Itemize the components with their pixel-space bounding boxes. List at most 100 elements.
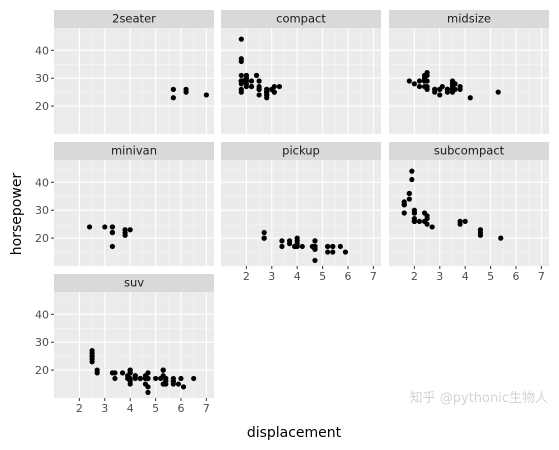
data-point (424, 221, 430, 227)
watermark-text: 知乎 @pythonic生物人 (410, 390, 548, 406)
data-point (498, 235, 504, 241)
data-point (467, 95, 473, 101)
x-tick-label: 4 (462, 270, 469, 283)
data-point (406, 196, 412, 202)
x-tick-label: 7 (370, 270, 377, 283)
facet-strip (221, 10, 381, 28)
facet-strip-label: compact (276, 12, 326, 26)
data-point (170, 378, 176, 384)
data-point (424, 86, 430, 92)
data-point (248, 78, 255, 84)
data-point (312, 257, 318, 264)
facet-panel-2seater: 2seater 20 30 40 (35, 10, 214, 134)
data-point (325, 243, 331, 250)
x-tick-label: 5 (319, 270, 326, 283)
data-point (411, 218, 417, 224)
data-point (89, 350, 95, 356)
x-tick-label: 3 (436, 270, 443, 283)
data-point (276, 83, 283, 90)
x-tick-label: 7 (538, 270, 545, 283)
data-point (337, 243, 343, 250)
facet-strip (54, 10, 214, 28)
data-point (429, 224, 435, 230)
x-tick-label: 5 (487, 270, 494, 283)
facet-panel-minivan: minivan 20 30 40 (35, 142, 214, 266)
y-tick-label: 20 (35, 100, 49, 113)
x-tick-label: 6 (512, 270, 519, 283)
x-tick-label: 5 (152, 402, 159, 415)
data-point (253, 72, 260, 79)
data-point (411, 81, 417, 87)
panel-background (389, 28, 549, 134)
data-point (152, 375, 159, 382)
data-point (178, 375, 184, 382)
data-point (424, 213, 430, 219)
facet-panel-suv: suv 20 30 40 2 3 4 5 6 7 (35, 274, 214, 415)
data-point (416, 78, 423, 84)
data-point (292, 243, 298, 250)
x-tick-label: 6 (177, 402, 184, 415)
data-point (437, 86, 443, 92)
data-point (119, 370, 126, 376)
data-point (401, 202, 407, 208)
data-point (109, 224, 116, 230)
data-point (180, 384, 187, 390)
data-point (163, 381, 169, 387)
data-point (125, 373, 131, 379)
facet-strip-label: subcompact (434, 144, 505, 158)
data-point (145, 370, 151, 376)
data-point (132, 373, 138, 379)
y-tick-label: 40 (35, 176, 49, 189)
data-point (261, 229, 267, 236)
data-point (170, 86, 176, 92)
data-point (248, 83, 255, 90)
facet-strip-label: suv (124, 276, 144, 290)
data-point (261, 235, 267, 241)
data-point (94, 370, 100, 376)
data-point (409, 168, 415, 174)
facet-strip-label: midsize (447, 12, 491, 26)
data-point (183, 89, 189, 95)
data-point (457, 86, 463, 92)
data-point (452, 81, 458, 87)
data-point (462, 218, 468, 224)
data-point (409, 176, 415, 183)
data-point (256, 78, 262, 84)
data-point (238, 56, 244, 62)
data-point (256, 86, 262, 92)
panel-background (54, 160, 214, 266)
data-point (406, 190, 412, 197)
data-point (122, 227, 128, 233)
data-point (109, 243, 116, 250)
x-tick-label: 7 (203, 402, 210, 415)
data-point (238, 36, 244, 42)
data-point (122, 232, 128, 238)
data-point (416, 83, 423, 90)
facet-panel-midsize: midsize (389, 10, 549, 134)
panel-background (54, 292, 214, 398)
data-point (457, 221, 463, 227)
facet-strip (221, 142, 381, 160)
data-point (421, 72, 428, 79)
y-axis-title: horsepower (9, 173, 25, 256)
x-tick-label: 3 (268, 270, 275, 283)
x-tick-label: 2 (411, 270, 418, 283)
data-point (312, 238, 318, 244)
y-tick-label: 30 (35, 204, 49, 217)
data-point (330, 243, 336, 250)
x-tick-label: 3 (101, 402, 108, 415)
x-tick-label: 4 (127, 402, 134, 415)
data-point (432, 89, 438, 95)
facet-panel-pickup: pickup 2 3 4 5 6 7 (221, 142, 381, 283)
facet-strip (389, 10, 549, 28)
facet-strip (54, 142, 214, 160)
data-point (256, 92, 262, 98)
data-point (452, 86, 458, 92)
data-point (175, 381, 182, 387)
data-point (411, 210, 417, 216)
facet-strip (389, 142, 549, 160)
data-point (264, 92, 270, 98)
data-point (286, 238, 293, 244)
